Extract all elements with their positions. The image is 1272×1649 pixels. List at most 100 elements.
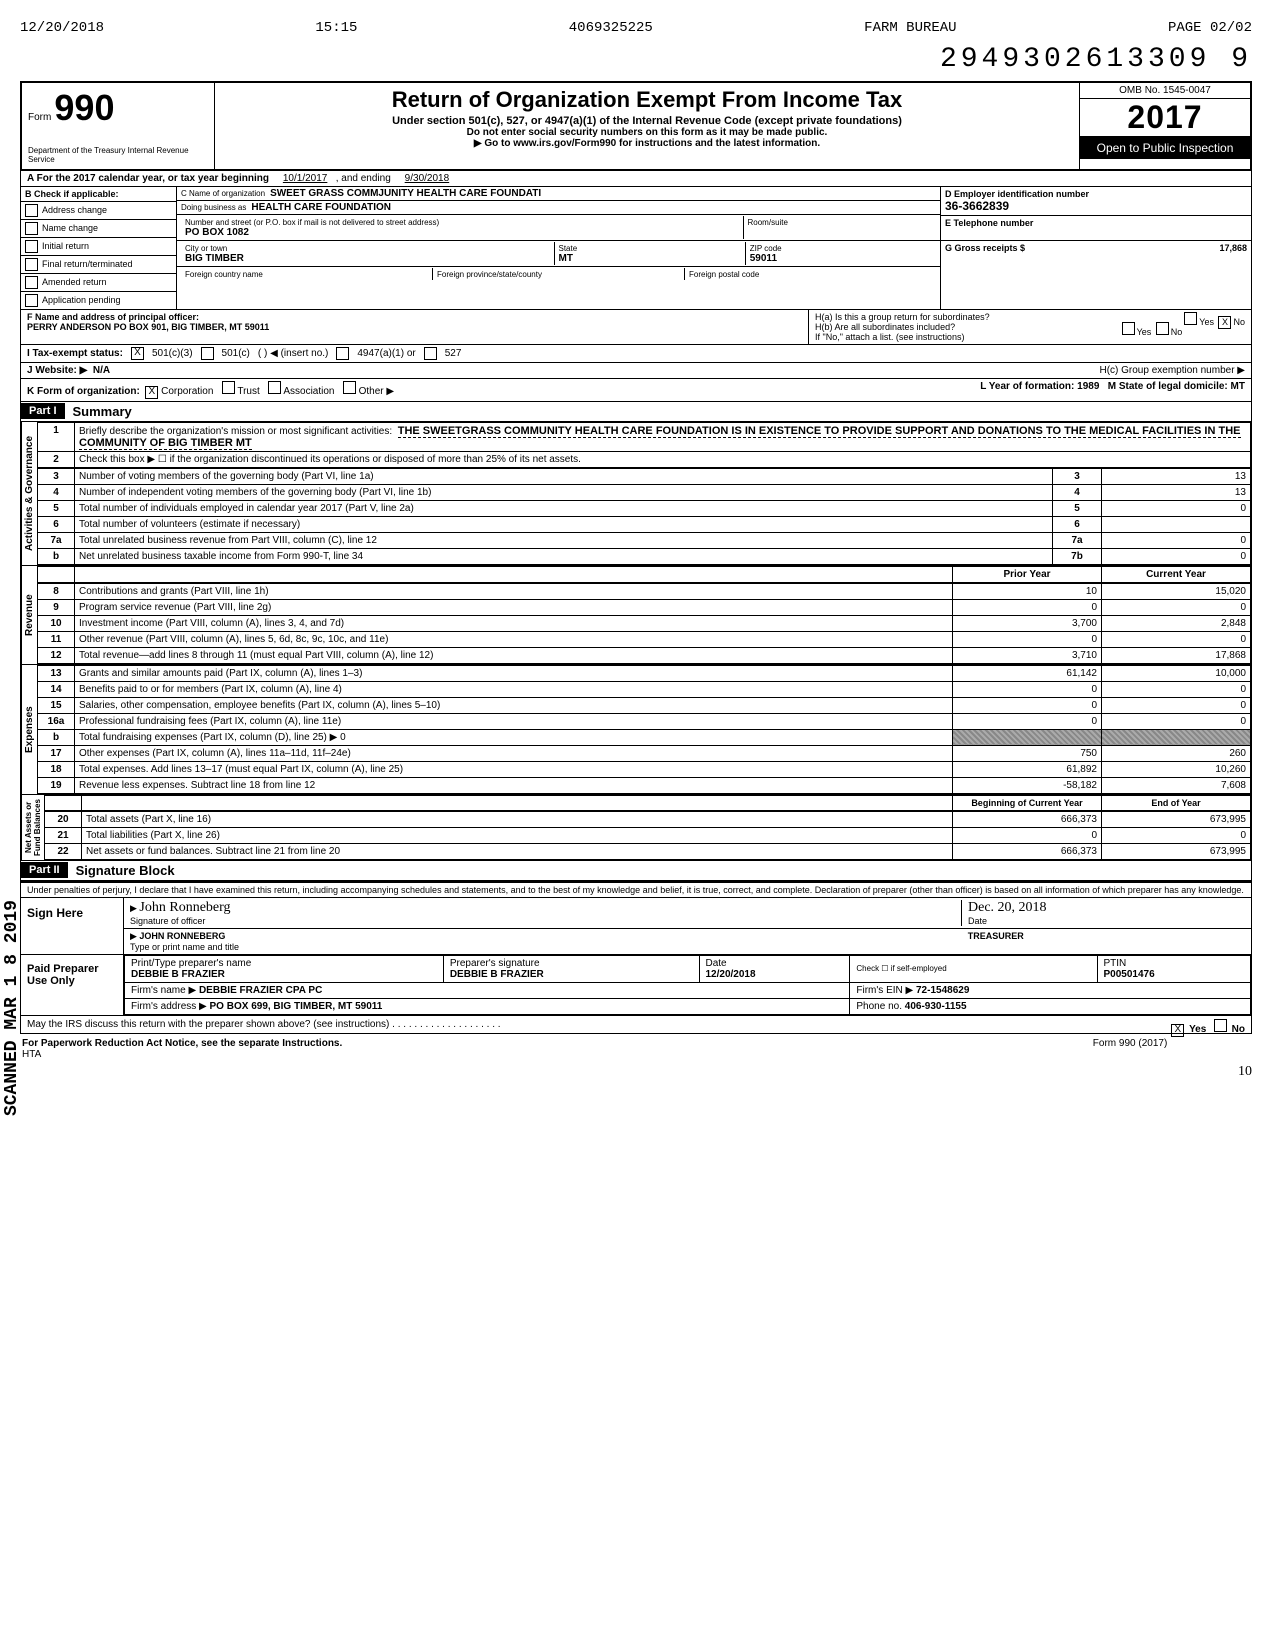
hb-no: No	[1171, 327, 1183, 337]
may-yes-box[interactable]: X	[1171, 1024, 1184, 1037]
assoc-box[interactable]	[268, 381, 281, 394]
check-name[interactable]	[25, 222, 38, 235]
exp-label: Expenses	[21, 665, 37, 794]
state-value: MT	[559, 253, 573, 264]
fax-header: 12/20/2018 15:15 4069325225 FARM BUREAU …	[20, 20, 1252, 36]
officer-signature: John Ronneberg	[139, 900, 230, 915]
line-number: 22	[45, 843, 82, 859]
line-box: 4	[1053, 484, 1102, 500]
state-domicile-label: M State of legal domicile:	[1108, 381, 1228, 392]
line-box: 3	[1053, 468, 1102, 484]
line-text: Grants and similar amounts paid (Part IX…	[75, 665, 953, 681]
zip-label: ZIP code	[750, 244, 782, 253]
prior-value: 0	[953, 631, 1102, 647]
year-begin: 10/1/2017	[283, 173, 328, 184]
open-public: Open to Public Inspection	[1080, 137, 1250, 159]
firm-addr-label: Firm's address ▶	[131, 1001, 207, 1012]
line-text: Number of independent voting members of …	[75, 484, 1053, 500]
prior-value: 0	[953, 697, 1102, 713]
501c3-label: 501(c)(3)	[152, 348, 193, 359]
firm-addr: PO BOX 699, BIG TIMBER, MT 59011	[210, 1001, 383, 1012]
fp-label: Foreign province/state/county	[437, 270, 542, 279]
prior-value: 0	[953, 681, 1102, 697]
line-value: 0	[1102, 500, 1251, 516]
line-number: 21	[45, 827, 82, 843]
hb-yes-box[interactable]	[1122, 322, 1135, 335]
current-value: 260	[1102, 745, 1251, 761]
ha-yes: Yes	[1199, 317, 1214, 327]
ha-no: No	[1233, 317, 1245, 327]
check-pending[interactable]	[25, 294, 38, 307]
part2-header-row: Part II Signature Block	[20, 861, 1252, 881]
current-value: 0	[1102, 713, 1251, 729]
scanned-stamp: SCANNED MAR 1 8 2019	[2, 900, 22, 1116]
prior-value: 3,700	[953, 615, 1102, 631]
fc-label: Foreign country name	[185, 270, 263, 279]
check-initial[interactable]	[25, 240, 38, 253]
line-value: 0	[1102, 548, 1251, 564]
row-a-mid: , and ending	[336, 173, 391, 184]
check-final[interactable]	[25, 258, 38, 271]
current-value: 0	[1102, 681, 1251, 697]
form-subtitle-1: Under section 501(c), 527, or 4947(a)(1)…	[223, 115, 1071, 127]
line-number: 8	[38, 583, 75, 599]
fax-time: 15:15	[315, 20, 357, 36]
may-irs-label: May the IRS discuss this return with the…	[27, 1019, 389, 1030]
paperwork-notice: For Paperwork Reduction Act Notice, see …	[22, 1038, 342, 1049]
form-header: Form 990 Department of the Treasury Inte…	[20, 81, 1252, 171]
begin-year-header: Beginning of Current Year	[953, 795, 1102, 810]
city-value: BIG TIMBER	[185, 253, 244, 264]
gross-value: 17,868	[1219, 243, 1247, 253]
ha-yes-box[interactable]	[1184, 312, 1197, 325]
line-number: 13	[38, 665, 75, 681]
501c3-box[interactable]: X	[131, 347, 144, 360]
org-name: SWEET GRASS COMMJUNITY HEALTH CARE FOUND…	[270, 188, 541, 199]
line-text: Contributions and grants (Part VIII, lin…	[75, 583, 953, 599]
prep-date: 12/20/2018	[706, 969, 756, 980]
hb-no-box[interactable]	[1156, 322, 1169, 335]
check-address[interactable]	[25, 204, 38, 217]
ptin-label: PTIN	[1104, 958, 1127, 969]
ha-no-box[interactable]: X	[1218, 316, 1231, 329]
check-address-label: Address change	[42, 205, 107, 215]
sign-date: Dec. 20, 2018	[968, 900, 1047, 915]
year-end: 9/30/2018	[405, 173, 450, 184]
part2-title: Signature Block	[68, 861, 183, 880]
prior-value: 0	[953, 713, 1102, 729]
corp-label: Corporation	[161, 386, 213, 397]
current-value: 10,000	[1102, 665, 1251, 681]
current-value: 0	[1102, 697, 1251, 713]
state-label: State	[559, 244, 578, 253]
ein-value: 36-3662839	[945, 199, 1009, 213]
may-no-box[interactable]	[1214, 1019, 1227, 1032]
corp-box[interactable]: X	[145, 386, 158, 399]
527-box[interactable]	[424, 347, 437, 360]
prior-value: -58,182	[953, 777, 1102, 793]
line-box: 7b	[1053, 548, 1102, 564]
prior-value: 666,373	[953, 811, 1102, 827]
row-j: J Website: ▶ N/A H(c) Group exemption nu…	[20, 363, 1252, 379]
prep-name-label: Print/Type preparer's name	[131, 958, 251, 969]
current-value: 673,995	[1102, 843, 1251, 859]
line-number: 20	[45, 811, 82, 827]
other-box[interactable]	[343, 381, 356, 394]
check-amended[interactable]	[25, 276, 38, 289]
tax-year: 2017	[1080, 99, 1250, 137]
state-domicile: MT	[1231, 381, 1245, 392]
form-number: 990	[54, 87, 114, 128]
ha-label: H(a) Is this a group return for subordin…	[815, 312, 990, 322]
fz-label: Foreign postal code	[689, 270, 759, 279]
trust-box[interactable]	[222, 381, 235, 394]
tax-status-label: I Tax-exempt status:	[27, 348, 123, 359]
signature-block: Under penalties of perjury, I declare th…	[20, 881, 1252, 1034]
prior-value: 61,142	[953, 665, 1102, 681]
hand-page-number: 10	[20, 1064, 1252, 1080]
line-text: Benefits paid to or for members (Part IX…	[75, 681, 953, 697]
check-name-label: Name change	[42, 223, 98, 233]
501c-box[interactable]	[201, 347, 214, 360]
fax-number: 4069325225	[569, 20, 653, 36]
4947-box[interactable]	[336, 347, 349, 360]
line-number: 5	[38, 500, 75, 516]
fax-name: FARM BUREAU	[864, 20, 956, 36]
line-number: 15	[38, 697, 75, 713]
